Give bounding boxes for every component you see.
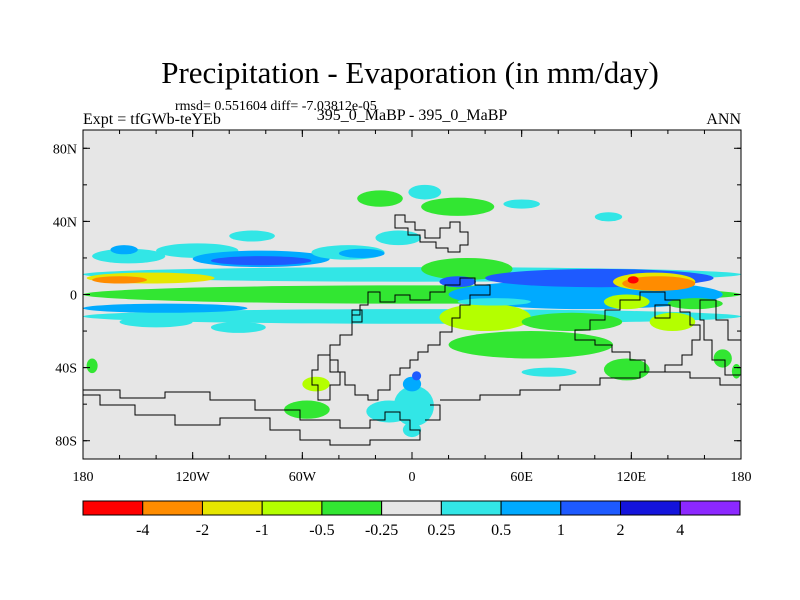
field-region-46 [713,349,732,368]
field-region-12 [338,248,385,258]
field-region-44 [86,358,98,374]
field-region-9 [210,256,312,266]
x-tick-label-6: 180 [731,470,752,485]
colorbar-label-6: 0.5 [491,522,511,539]
field-region-32 [521,312,623,332]
field-region-33 [457,298,531,306]
x-tick-label-0: 180 [73,470,94,485]
colorbar-box-2 [201,500,263,516]
field-region-42 [366,400,412,423]
field-region-39 [412,371,422,381]
colorbar-label-1: -2 [196,522,209,539]
field-region-27 [622,276,696,291]
field-region-34 [603,358,650,381]
colorbar-label-4: -0.25 [365,522,398,539]
y-tick-label-0: 80N [53,142,77,157]
field-region-15 [210,321,266,333]
field-region-41 [302,376,330,392]
colorbar-box-7 [500,500,562,516]
field-region-5 [92,248,166,264]
field-region-30 [439,303,531,332]
colorbar: -4 -2 -1 -0.5 -0.25 0.25 0.5 1 2 4 [82,500,741,539]
field-region-28 [627,276,639,284]
colorbar-box-4 [321,500,383,516]
y-axis: 80N 40N 0 40S 80S [53,142,741,450]
colorbar-box-8 [560,500,622,516]
continent-outlines [83,214,741,446]
colorbar-label-3: -0.5 [309,522,334,539]
colorbar-label-5: 0.25 [427,522,455,539]
field-region-6 [110,245,138,255]
expt-label: Expt = tfGWb-teYEb [83,111,221,128]
x-tick-label-5: 120E [617,470,647,485]
field-region-13 [83,303,248,313]
field-region-47 [521,367,577,377]
y-tick-label-1: 40N [53,215,77,230]
x-axis: 180 120W 60W 0 60E 120E 180 [73,130,752,485]
field-region-19 [503,199,540,209]
colorbar-label-8: 2 [617,522,625,539]
field-region-16 [357,190,403,207]
y-tick-label-3: 40S [55,362,77,377]
field-region-45 [731,363,741,379]
colorbar-box-0 [82,500,144,516]
colorbar-box-9 [620,500,681,516]
x-tick-label-4: 60E [510,470,533,485]
x-tick-label-3: 0 [409,470,416,485]
colorbar-box-10 [679,500,741,516]
chart-title: Precipitation - Evaporation (in mm/day) [161,55,659,90]
field-region-17 [408,184,442,200]
plot-area [82,129,742,460]
field-region-22 [421,257,513,280]
field-region-21 [375,230,422,246]
field-region-18 [421,197,495,216]
colorbar-label-7: 1 [557,522,565,539]
field-region-31 [448,331,614,359]
x-tick-label-1: 120W [176,470,211,485]
colorbar-label-0: -4 [136,522,149,539]
field-region-4 [92,276,147,284]
colorbar-label-9: 4 [676,522,684,539]
field-region-35 [649,312,696,332]
colorbar-box-5 [381,500,442,516]
season-label: ANN [706,111,741,128]
field-region-25 [439,276,476,288]
colorbar-label-2: -1 [256,522,269,539]
field-region-14 [119,316,193,328]
y-tick-label-2: 0 [70,289,77,304]
x-tick-label-2: 60W [289,470,317,485]
field-region-29 [603,294,650,310]
y-tick-label-4: 80S [55,435,77,450]
field-region-40 [284,400,330,419]
field-region-20 [594,212,623,222]
case-label: 395_0_MaBP - 395_0_MaBP [317,107,508,124]
field-region-36 [667,298,723,310]
field-region-10 [229,230,275,242]
colorbar-box-6 [440,500,502,516]
colorbar-box-1 [142,500,203,516]
colorbar-box-3 [261,500,323,516]
stats-label: rmsd= 0.551604 diff= -7.03812e-05 [175,99,377,114]
